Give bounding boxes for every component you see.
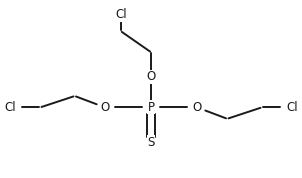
Text: O: O [100, 101, 110, 114]
Text: Cl: Cl [4, 101, 16, 114]
Text: S: S [147, 136, 155, 149]
Text: O: O [146, 70, 156, 83]
Text: P: P [147, 101, 155, 114]
Text: Cl: Cl [286, 101, 298, 114]
Text: O: O [192, 101, 202, 114]
Text: Cl: Cl [115, 8, 127, 21]
